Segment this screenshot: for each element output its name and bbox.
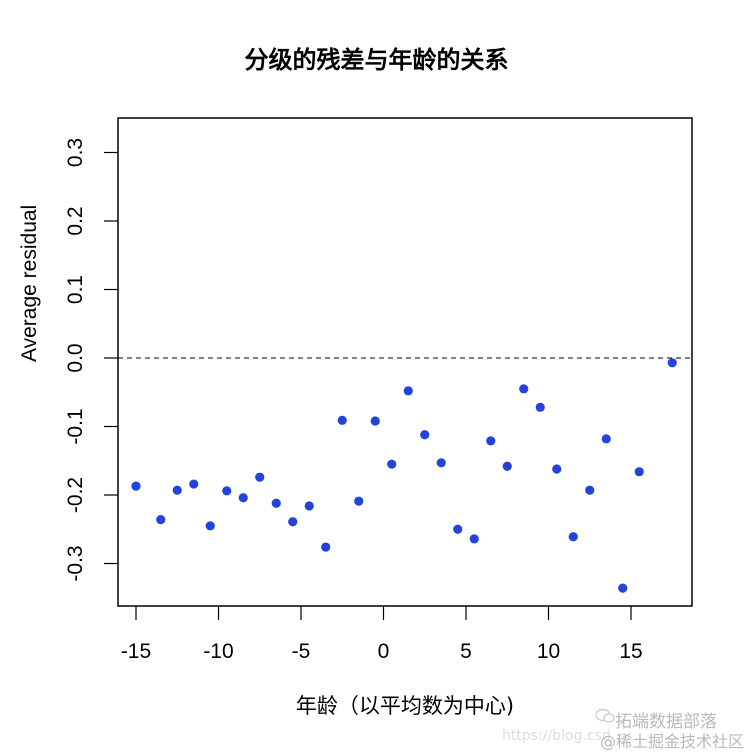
x-tick-label: -15	[121, 640, 151, 663]
y-axis-label: Average residual	[18, 204, 41, 362]
data-point	[222, 486, 232, 496]
data-point	[519, 384, 529, 394]
data-point	[337, 415, 347, 425]
x-tick-label: 15	[619, 640, 642, 663]
data-point	[354, 496, 364, 506]
data-point	[304, 501, 314, 511]
data-point	[535, 402, 545, 412]
data-point	[321, 542, 331, 552]
plot-frame	[117, 117, 693, 607]
y-tick-label: 0.2	[64, 206, 87, 235]
data-point	[255, 472, 265, 482]
data-point	[502, 461, 512, 471]
data-point	[131, 481, 141, 491]
data-point	[634, 467, 644, 477]
data-point	[667, 358, 677, 368]
data-point	[568, 532, 578, 542]
y-tick-label: 0.1	[64, 275, 87, 304]
data-point	[370, 416, 380, 426]
data-point	[552, 464, 562, 474]
watermark-url: https://blog.csd	[502, 728, 611, 744]
y-axis: -0.3 -0.2 -0.1 0.0 0.1 0.2 0.3	[64, 138, 118, 582]
y-tick-label: 0.3	[64, 138, 87, 167]
data-point	[387, 459, 397, 469]
x-tick-label: 5	[460, 640, 472, 663]
data-point	[601, 434, 611, 444]
x-tick-label: -5	[292, 640, 311, 663]
x-axis: -15 -10 -5 0 5 10 15	[121, 606, 643, 663]
chart-title: 分级的残差与年龄的关系	[244, 45, 509, 74]
x-tick-label: 10	[537, 640, 560, 663]
y-tick-label: -0.2	[64, 477, 87, 513]
watermark-community: @稀土掘金技术社区	[600, 732, 745, 751]
data-point	[618, 583, 628, 593]
data-point	[436, 458, 446, 468]
data-point	[238, 493, 248, 503]
data-point	[469, 534, 479, 544]
data-point	[288, 517, 298, 527]
x-axis-label: 年龄（以平均数为中心)	[295, 694, 515, 718]
data-point	[205, 521, 215, 531]
data-point	[172, 485, 182, 495]
data-point	[403, 386, 413, 396]
data-point	[420, 430, 430, 440]
data-point	[453, 524, 463, 534]
x-tick-label: -10	[203, 640, 233, 663]
data-point	[271, 498, 281, 508]
data-points	[131, 358, 677, 593]
y-tick-label: -0.3	[64, 545, 87, 581]
data-point	[486, 436, 496, 446]
watermark-brand: 拓端数据部落	[615, 712, 717, 732]
y-tick-label: 0.0	[64, 343, 87, 372]
y-tick-label: -0.1	[64, 408, 87, 444]
data-point	[156, 515, 166, 525]
wechat-icon	[595, 708, 615, 723]
data-point	[585, 485, 595, 495]
x-tick-label: 0	[378, 640, 390, 663]
data-point	[189, 479, 199, 489]
